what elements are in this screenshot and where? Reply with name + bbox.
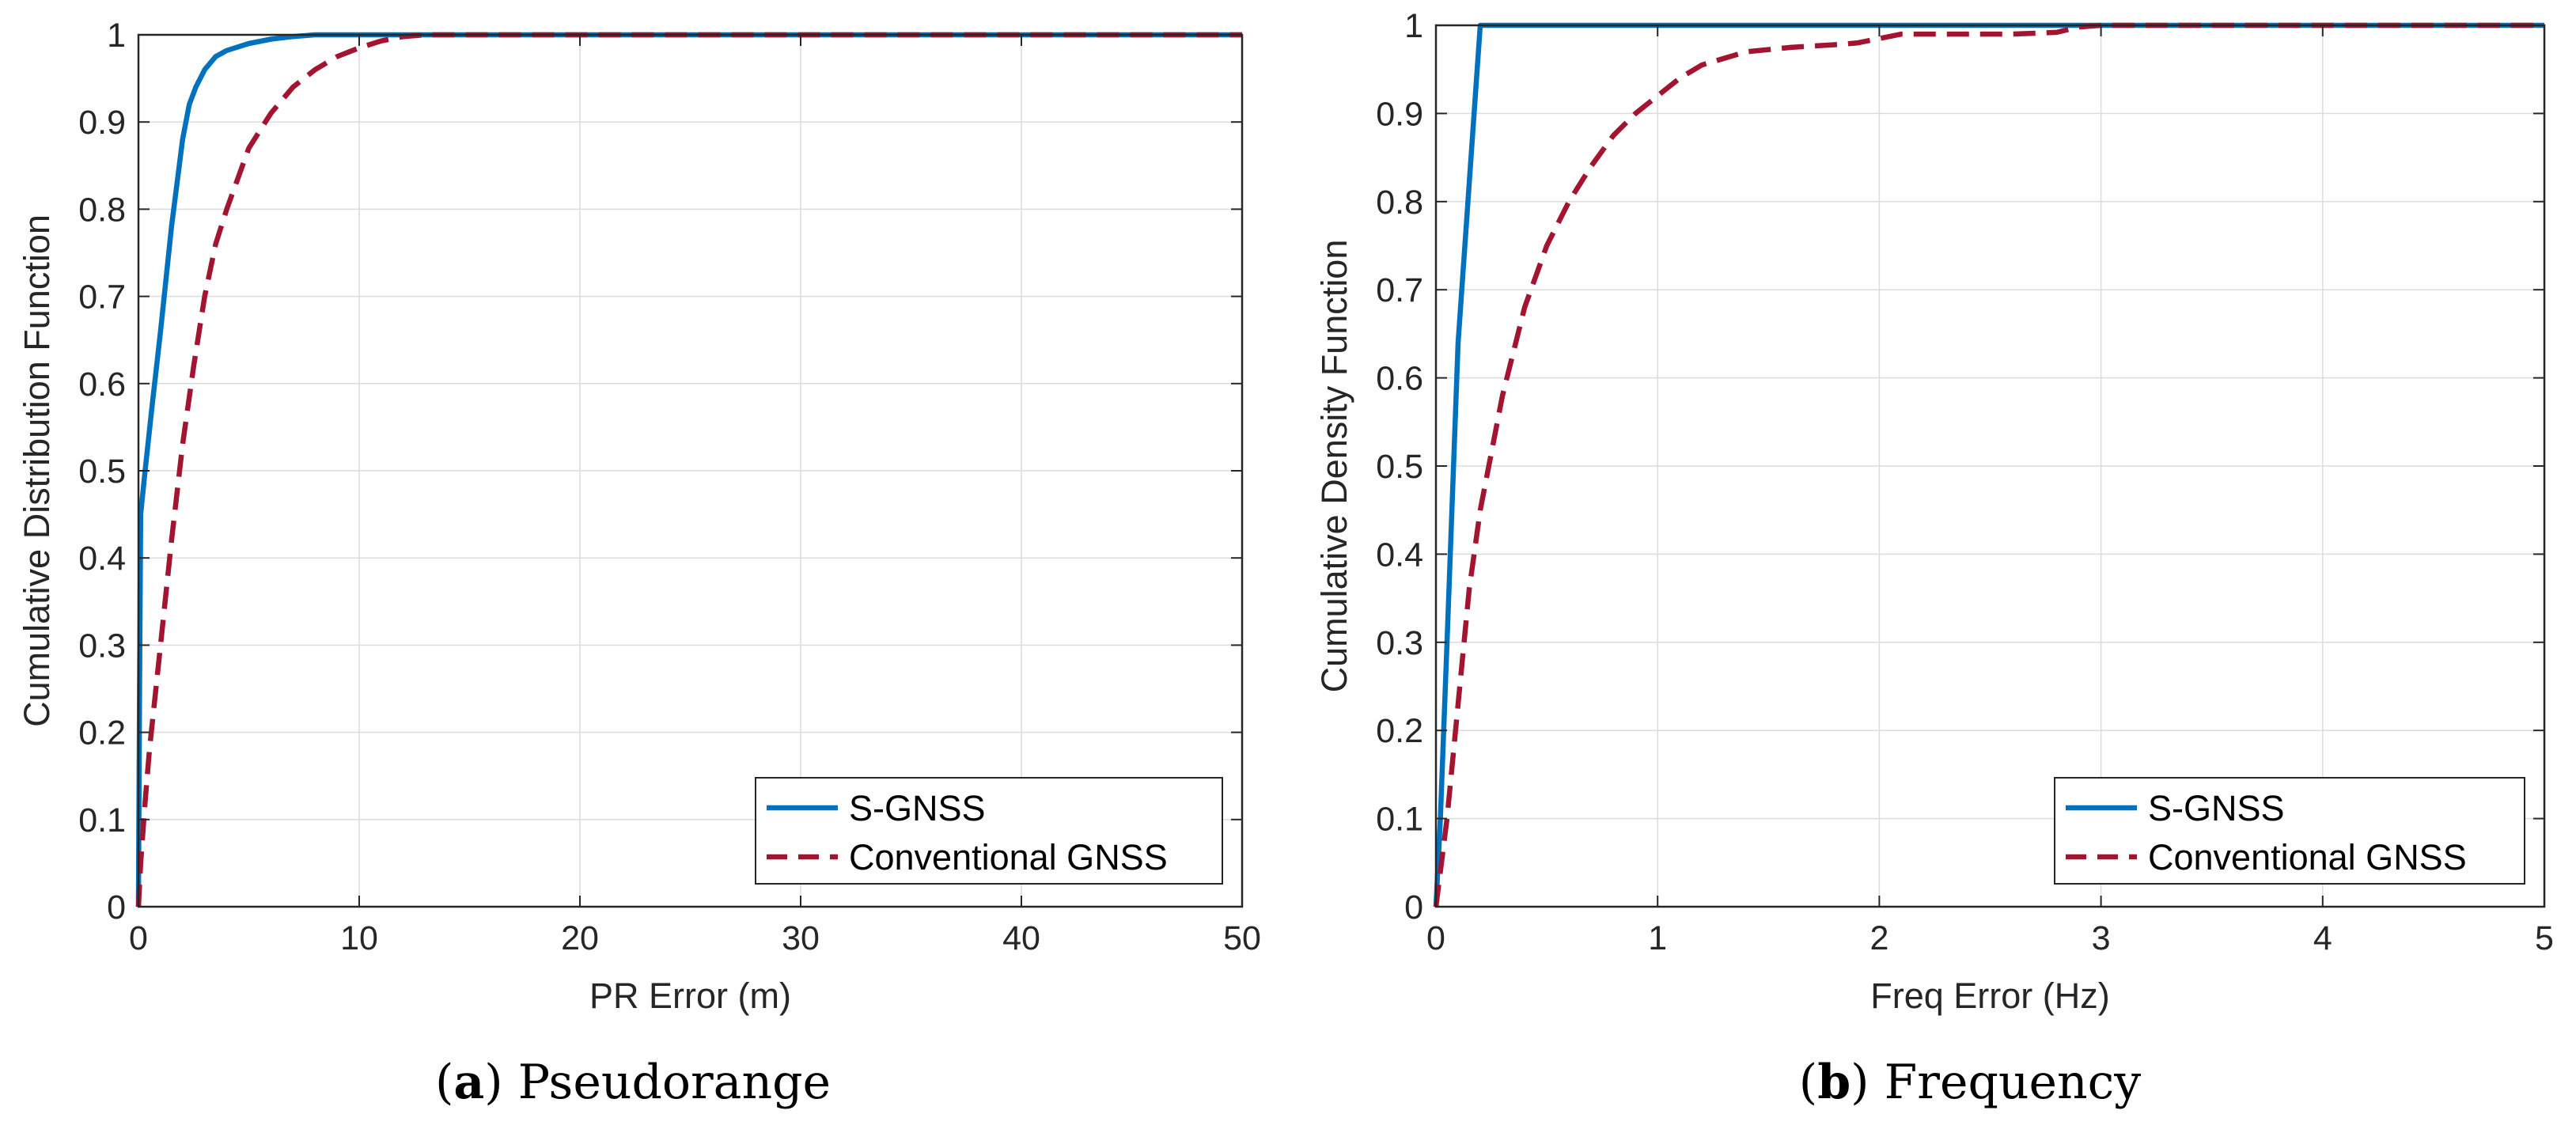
legend: S-GNSS Conventional GNSS	[755, 777, 1223, 885]
legend-box	[755, 777, 1223, 885]
x-tick-label: 10	[340, 919, 378, 957]
legend: S-GNSS Conventional GNSS	[2054, 777, 2525, 885]
x-tick-label: 5	[2535, 919, 2554, 957]
x-tick-label: 0	[129, 919, 148, 957]
caption-text: Pseudorange	[518, 1055, 831, 1110]
y-tick-label: 0.6	[78, 366, 126, 404]
x-tick-label: 40	[1002, 919, 1040, 957]
x-tick-label: 2	[1869, 919, 1888, 957]
legend-box	[2054, 777, 2525, 885]
y-tick-label: 0.7	[1376, 271, 1423, 309]
panel-pseudorange: 0 10 20 30 40 50 0 0.1 0.2 0.3 0.4 0.5 0.6 0.7 0.8 0.9 1…	[17, 17, 1261, 1110]
series-line-conventional-gnss	[135, 32, 1242, 908]
y-tick-label: 0.4	[78, 540, 126, 578]
y-axis-label: Cumulative Density Function	[1314, 240, 1354, 693]
y-tick-label: 0	[107, 889, 126, 926]
y-tick-label: 0.3	[78, 627, 126, 665]
y-tick-label: 0.2	[78, 714, 126, 752]
x-axis-label: PR Error (m)	[589, 976, 791, 1016]
legend-label-s-gnss: S-GNSS	[2148, 788, 2285, 828]
caption-paren-open: (	[1799, 1055, 1817, 1110]
caption-paren-open: (	[435, 1055, 453, 1110]
legend-label-s-gnss: S-GNSS	[849, 788, 986, 828]
caption-text: Frequency	[1885, 1055, 2142, 1110]
x-tick-label: 1	[1648, 919, 1667, 957]
x-tick-label: 0	[1426, 919, 1445, 957]
x-tick-label: 3	[2092, 919, 2111, 957]
panel-caption: (b) Frequency	[1799, 1055, 2141, 1110]
caption-letter: b	[1817, 1055, 1851, 1110]
y-tick-label: 0.6	[1376, 360, 1423, 398]
x-tick-label: 20	[561, 919, 599, 957]
x-tick-label: 50	[1223, 919, 1261, 957]
y-tick-label: 0.1	[78, 801, 126, 839]
y-tick-label: 0.3	[1376, 624, 1423, 662]
panel-caption: (a) Pseudorange	[435, 1055, 831, 1110]
y-tick-label: 1	[1404, 7, 1423, 45]
y-tick-label: 0.5	[1376, 448, 1423, 486]
x-tick-label: 4	[2313, 919, 2332, 957]
legend-label-conventional-gnss: Conventional GNSS	[849, 837, 1168, 877]
caption-letter: a	[453, 1055, 484, 1110]
x-axis-label: Freq Error (Hz)	[1870, 976, 2110, 1016]
caption-paren-close: )	[1851, 1055, 1884, 1110]
y-tick-label: 0.9	[1376, 95, 1423, 133]
y-tick-label: 0	[1404, 889, 1423, 926]
x-tick-label: 30	[782, 919, 820, 957]
y-tick-label: 0.4	[1376, 536, 1423, 574]
y-axis-label: Cumulative Distribution Function	[17, 214, 57, 727]
y-tick-label: 0.2	[1376, 712, 1423, 750]
panel-frequency: 0 1 2 3 4 5 0 0.1 0.2 0.3 0.4 0.5 0.6 0.7 0.8 0.9 1 Freq…	[1314, 7, 2554, 1110]
y-tick-label: 0.9	[78, 104, 126, 142]
y-tick-label: 0.8	[78, 191, 126, 229]
caption-paren-close: )	[484, 1055, 517, 1110]
y-tick-label: 1	[107, 17, 126, 55]
series-line-conventional-gnss	[1433, 22, 2544, 908]
y-tick-label: 0.5	[78, 453, 126, 491]
legend-label-conventional-gnss: Conventional GNSS	[2148, 837, 2467, 877]
y-tick-label: 0.8	[1376, 184, 1423, 222]
y-tick-label: 0.7	[78, 279, 126, 316]
y-tick-label: 0.1	[1376, 801, 1423, 839]
